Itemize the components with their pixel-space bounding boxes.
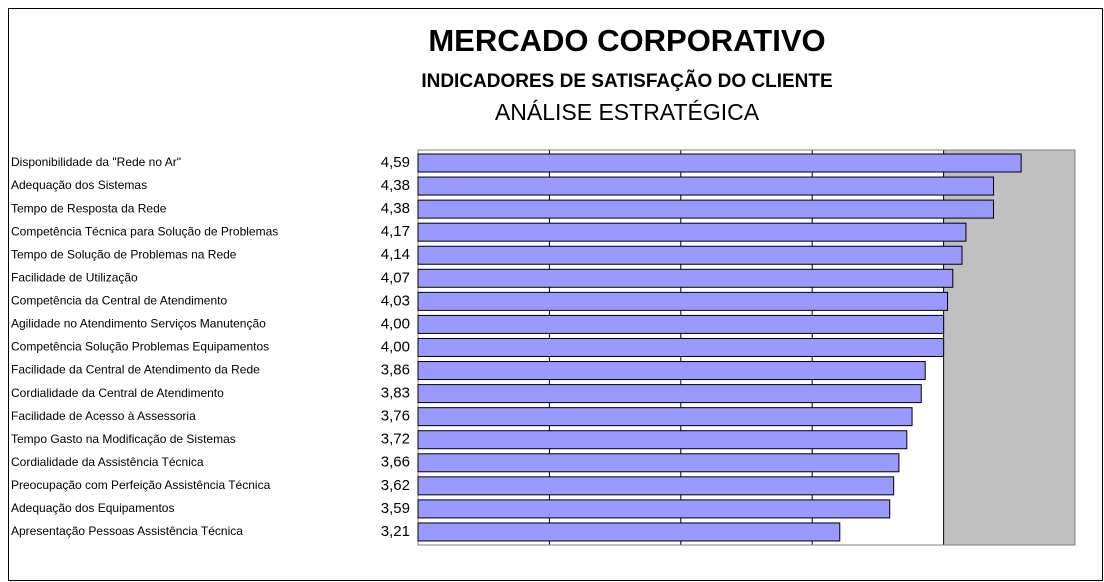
- value-label: 3,21: [381, 523, 410, 540]
- bar: [417, 222, 967, 242]
- bar: [417, 199, 995, 219]
- chart-title: MERCADO CORPORATIVO: [428, 23, 825, 58]
- value-label: 4,14: [381, 246, 410, 263]
- category-label: Cordialidade da Assistência Técnica: [11, 455, 204, 469]
- value-label: 4,03: [381, 292, 410, 309]
- bar: [417, 430, 908, 450]
- category-label: Disponibilidade da "Rede no Ar": [11, 155, 181, 169]
- value-label: 4,07: [381, 269, 410, 286]
- value-label: 3,66: [381, 454, 410, 471]
- category-label: Competência Técnica para Solução de Prob…: [11, 224, 278, 238]
- bar: [417, 268, 954, 288]
- value-label: 3,59: [381, 500, 410, 517]
- category-label: Competência Solução Problemas Equipament…: [11, 340, 269, 354]
- chart-caption: ANÁLISE ESTRATÉGICA: [495, 99, 760, 125]
- category-label: Facilidade da Central de Atendimento da …: [11, 363, 260, 377]
- value-label: 4,38: [381, 177, 410, 194]
- value-label: 3,76: [381, 408, 410, 425]
- bar: [417, 522, 841, 542]
- category-label: Adequação dos Equipamentos: [11, 501, 174, 515]
- bar: [417, 176, 995, 196]
- value-label: 4,00: [381, 338, 410, 355]
- bar: [417, 384, 922, 404]
- value-label: 3,62: [381, 477, 410, 494]
- bar: [417, 337, 945, 357]
- bar: [417, 361, 926, 381]
- bar: [417, 153, 1022, 173]
- value-label: 3,86: [381, 362, 410, 379]
- value-label: 4,00: [381, 315, 410, 332]
- category-label: Cordialidade da Central de Atendimento: [11, 386, 224, 400]
- bar: [417, 245, 963, 265]
- category-label: Preocupação com Perfeição Assistência Té…: [11, 478, 271, 492]
- category-label: Tempo de Solução de Problemas na Rede: [11, 247, 237, 261]
- value-label: 4,17: [381, 223, 410, 240]
- bar: [417, 499, 891, 519]
- value-label: 3,72: [381, 431, 410, 448]
- chart-subtitle: INDICADORES DE SATISFAÇÃO DO CLIENTE: [421, 70, 832, 92]
- bar: [417, 453, 900, 473]
- value-label: 3,83: [381, 385, 410, 402]
- category-label: Agilidade no Atendimento Serviços Manute…: [11, 317, 266, 331]
- bar: [417, 314, 945, 334]
- category-label: Tempo Gasto na Modificação de Sistemas: [11, 432, 236, 446]
- category-label: Facilidade de Acesso à Assessoria: [11, 409, 196, 423]
- bar: [417, 291, 949, 311]
- category-label: Competência da Central de Atendimento: [11, 294, 227, 308]
- category-label: Facilidade de Utilização: [11, 270, 138, 284]
- bar: [417, 476, 895, 496]
- category-label: Adequação dos Sistemas: [11, 178, 147, 192]
- category-label: Apresentação Pessoas Assistência Técnica: [11, 524, 243, 538]
- value-label: 4,38: [381, 200, 410, 217]
- value-label: 4,59: [381, 154, 410, 171]
- category-label: Tempo de Resposta da Rede: [11, 201, 167, 215]
- bar: [417, 407, 913, 427]
